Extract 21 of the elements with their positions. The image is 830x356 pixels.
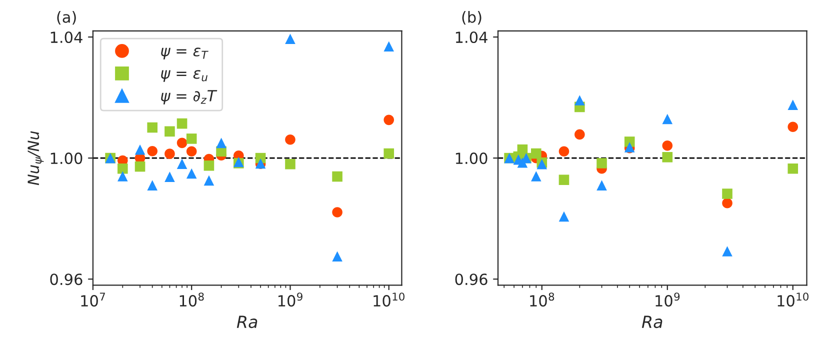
y-axis-title: Nu$_{ψ}$/Nu (28, 131, 44, 186)
legend-label: ψ = ∂$_{z}$T (161, 90, 218, 104)
x-tick-label: 10$^{9}$ (278, 292, 302, 307)
x-tick-label: 10$^{10}$ (778, 292, 808, 307)
x-tick-label: 10$^{9}$ (656, 292, 680, 307)
y-tick-label: 0.96 (50, 274, 82, 286)
chart-title: (a) (57, 11, 76, 25)
x-tick-label: 10$^{10}$ (374, 292, 404, 307)
x-tick-label: 10$^{8}$ (180, 292, 204, 307)
y-tick-label: 1.04 (456, 31, 488, 44)
x-axis-title: Ra (236, 316, 258, 328)
legend-label: ψ = ε$_{u}$ (161, 70, 208, 82)
x-tick-label: 10$^{8}$ (530, 292, 554, 307)
y-tick-label: 0.96 (455, 274, 488, 286)
x-axis-title: Ra (642, 316, 662, 328)
legend-label: ψ = ε$_{T}$ (161, 48, 208, 60)
y-tick-label: 1.04 (50, 31, 82, 44)
x-tick-label: 10$^{7}$ (81, 292, 105, 307)
y-tick-label: 1.00 (456, 152, 488, 164)
chart-title: (b) (462, 11, 482, 25)
y-tick-label: 1.00 (50, 152, 82, 164)
